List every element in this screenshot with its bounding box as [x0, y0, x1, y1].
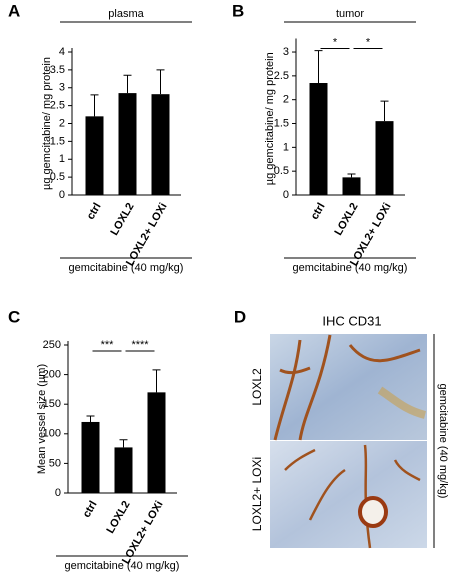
y-tick-label: 1.5	[274, 117, 289, 129]
y-tick-label: 1	[59, 153, 65, 165]
x-tick-label: LOXL2	[108, 201, 136, 238]
vessel	[358, 496, 388, 528]
bar	[342, 177, 361, 195]
error-bar	[347, 173, 356, 178]
x-tick-label: ctrl	[309, 201, 328, 222]
y-tick-label: 4	[59, 46, 65, 58]
x-tick-label: ctrl	[85, 201, 104, 222]
panel-label: D	[234, 307, 246, 326]
panel-label: A	[8, 1, 20, 20]
bar	[118, 93, 137, 195]
error-bar	[314, 50, 323, 84]
bar	[85, 116, 104, 195]
y-tick-label: 3.5	[50, 64, 65, 76]
micrograph	[270, 334, 427, 440]
bar	[151, 94, 170, 195]
significance-label: ***	[101, 339, 115, 351]
x-tick-label: LOXL2	[104, 499, 132, 536]
bar	[114, 447, 133, 493]
y-tick-label: 0	[59, 189, 65, 201]
y-tick-label: 0	[55, 487, 61, 499]
y-axis-label: µg gemcitabine/ mg protein	[264, 52, 276, 185]
x-axis-label: gemcitabine (40 mg/kg)	[65, 560, 180, 572]
x-tick-label: LOXL2	[332, 201, 360, 238]
significance-label: *	[333, 36, 338, 48]
y-tick-label: 2.5	[50, 100, 65, 112]
y-tick-label: 0	[283, 189, 289, 201]
vessel-stain	[273, 334, 421, 441]
y-tick-label: 250	[43, 339, 61, 351]
y-tick-label: 3	[283, 46, 289, 58]
image-panel: D IHC CD31 LOXL2 LOXL2+ LOXi gemcitabine…	[234, 307, 449, 549]
y-tick-label: 3	[59, 82, 65, 94]
y-tick-label: 2	[59, 117, 65, 129]
significance-label: ****	[131, 339, 149, 351]
bar	[375, 121, 394, 195]
significance-label: *	[366, 36, 371, 48]
group-label: tumor	[336, 8, 364, 20]
group-label: plasma	[108, 8, 144, 20]
bar	[81, 421, 100, 493]
error-bar	[90, 94, 99, 117]
y-tick-label: 0.5	[50, 171, 65, 183]
image-title: IHC CD31	[322, 313, 381, 328]
error-bar	[152, 369, 161, 393]
error-bar	[119, 439, 128, 448]
y-tick-label: 2.5	[274, 70, 289, 82]
x-axis-label: gemcitabine (40 mg/kg)	[69, 262, 184, 274]
x-axis-label: gemcitabine (40 mg/kg)	[293, 262, 408, 274]
bar	[147, 392, 166, 493]
side-label: gemcitabine (40 mg/kg)	[437, 384, 449, 499]
panel-label: C	[8, 307, 20, 326]
y-tick-label: 2	[283, 94, 289, 106]
vessel-stain	[284, 444, 421, 549]
stain	[377, 386, 427, 419]
micrograph	[270, 441, 427, 548]
y-axis-label: Mean vessel size (µm)	[36, 364, 48, 474]
error-bar	[123, 74, 132, 94]
error-bar	[156, 69, 165, 95]
y-tick-label: 200	[43, 369, 61, 381]
y-axis-label: µg gemcitabine/ mg protein	[41, 57, 53, 190]
error-bar	[380, 100, 389, 122]
row-label: LOXL2+ LOXi	[250, 457, 264, 531]
y-tick-label: 50	[49, 457, 61, 469]
y-tick-label: 100	[43, 428, 61, 440]
error-bar	[86, 415, 95, 422]
y-tick-label: 1.5	[50, 135, 65, 147]
panel-label: B	[232, 1, 244, 20]
y-tick-label: 0.5	[274, 165, 289, 177]
y-tick-label: 150	[43, 398, 61, 410]
bar	[309, 83, 328, 195]
row-label: LOXL2	[250, 368, 264, 406]
y-tick-label: 1	[283, 141, 289, 153]
x-tick-label: ctrl	[81, 499, 100, 520]
